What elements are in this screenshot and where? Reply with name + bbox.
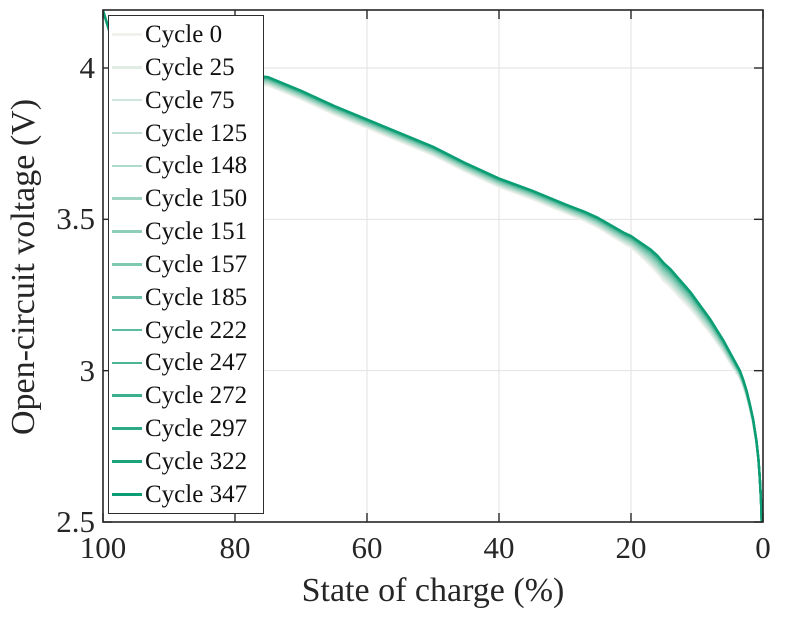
legend-line-swatch [112,295,142,299]
y-tick-label: 3 [79,352,96,388]
axes-box [102,9,764,523]
legend-line-swatch [112,427,142,430]
x-tick-label: 80 [219,530,251,565]
legend-item: Cycle 157 [112,252,263,277]
x-axis-label: State of charge (%) [301,572,565,609]
legend-item-label: Cycle 185 [145,283,248,311]
cycle-curve [103,10,763,522]
legend-line-swatch [112,66,142,69]
legend-line-swatch [112,263,142,266]
y-tick-label: 2.5 [56,504,95,539]
legend-item-label: Cycle 247 [145,349,248,377]
legend-item-label: Cycle 0 [145,21,223,48]
legend-item: Cycle 25 [112,55,263,80]
legend-line-swatch [112,394,142,398]
legend-item: Cycle 0 [112,22,263,47]
legend-item: Cycle 347 [112,482,263,507]
legend-item: Cycle 222 [112,318,263,343]
legend-item: Cycle 247 [112,350,263,375]
legend-item: Cycle 322 [112,449,263,474]
legend-item-label: Cycle 157 [145,250,248,278]
y-axis-label: Open-circuit voltage (V) [5,98,42,436]
legend-line-swatch [112,33,142,36]
x-tick-label: 60 [351,530,383,565]
legend-item-label: Cycle 148 [145,152,248,180]
x-tick-label: 40 [483,530,515,565]
legend-line-swatch [112,131,142,135]
legend-line-swatch [112,164,142,168]
legend-line-swatch [112,361,142,365]
legend-item: Cycle 272 [112,383,263,408]
legend-line-swatch [112,460,142,463]
legend-line-swatch [112,328,142,332]
legend-item-label: Cycle 347 [145,480,248,508]
y-tick-label: 4 [79,50,96,85]
legend-item: Cycle 185 [112,285,263,310]
legend-item: Cycle 148 [112,153,263,178]
y-tick-label: 3.5 [56,201,95,237]
legend-line-swatch [112,230,142,233]
x-tick-label: 0 [755,530,771,565]
legend-item: Cycle 125 [112,121,263,146]
legend-item-label: Cycle 222 [145,316,248,344]
legend-item-label: Cycle 272 [145,382,248,410]
legend-item-label: Cycle 150 [145,185,248,213]
legend-item-label: Cycle 25 [145,53,235,81]
legend-item-label: Cycle 322 [145,447,248,475]
legend-line-swatch [112,197,142,201]
x-tick-label: 20 [615,530,647,565]
axes-box-and-ticks [102,9,764,523]
legend: Cycle 0 Cycle 25 Cycle 75 Cycle 125 Cycle 14… [108,15,264,514]
cycle-curves [103,10,763,522]
legend-item: Cycle 150 [112,186,263,211]
legend-item-label: Cycle 75 [145,86,235,114]
legend-item-label: Cycle 151 [145,218,248,246]
x-tick-label: 100 [79,530,127,565]
legend-item: Cycle 297 [112,416,263,441]
legend-item-label: Cycle 297 [145,415,248,443]
legend-line-swatch [112,493,142,496]
legend-item: Cycle 75 [112,88,263,113]
legend-item: Cycle 151 [112,219,263,244]
legend-item-label: Cycle 125 [145,119,248,147]
legend-line-swatch [112,98,142,102]
